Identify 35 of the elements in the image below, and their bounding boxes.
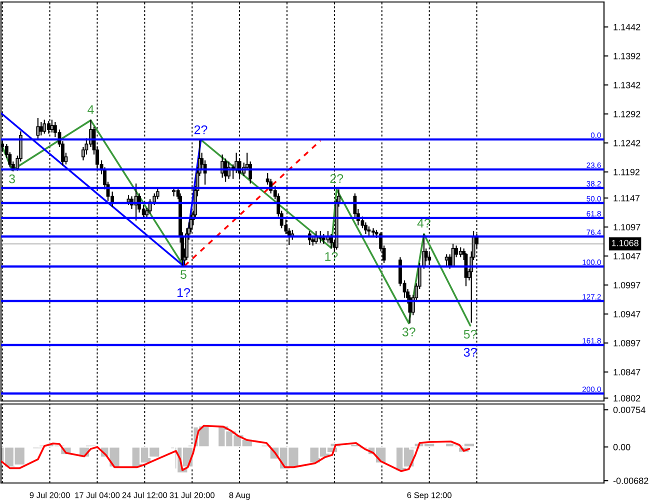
y-tick-label: 1.1292 xyxy=(614,110,640,118)
y-tick-label: 1.0802 xyxy=(614,395,640,402)
y-tick-label: 0.00754 xyxy=(613,406,646,414)
y-tick-label: 1.0997 xyxy=(614,282,640,288)
y-tick-label: 1.1192 xyxy=(614,168,640,176)
annotation: 5? xyxy=(464,330,477,339)
annotation: 4? xyxy=(417,218,430,228)
y-tick-label: 1.1147 xyxy=(614,195,640,202)
annotation: 3? xyxy=(464,348,477,357)
annotation: 5 xyxy=(180,270,186,279)
y-tick-label: 1.1242 xyxy=(614,140,640,146)
y-tick-label: 1.0847 xyxy=(614,368,640,376)
annotation: 4 xyxy=(88,105,94,114)
ref-line-label: 1.1068 xyxy=(612,240,638,246)
y-tick-label: 1.1442 xyxy=(614,24,640,30)
annotation: 1? xyxy=(177,288,190,297)
y-tick-label: 1.0947 xyxy=(614,310,640,318)
x-tick-label: 31 Jul 20:00 xyxy=(170,492,214,498)
x-tick-label: 8 Aug xyxy=(229,492,250,500)
y-tick-label: -0.00682 xyxy=(613,478,648,484)
y-tick-label: 1.1047 xyxy=(614,252,640,260)
annotation: 2? xyxy=(194,125,208,134)
y-tick-label: 1.1342 xyxy=(614,82,640,88)
y-tick-label: 1.1392 xyxy=(614,52,640,60)
annotation: 2? xyxy=(330,174,344,183)
x-tick-label: 17 Jul 04:00 xyxy=(75,492,120,498)
x-tick-label: 6 Sep 12:00 xyxy=(407,492,452,500)
y-tick-label: 1.1097 xyxy=(614,224,640,230)
annotation: 3 xyxy=(9,174,15,184)
annotation: 1? xyxy=(325,252,338,261)
y-tick-label: 0.00 xyxy=(613,444,630,450)
annotation: 3? xyxy=(402,328,416,336)
x-tick-label: 9 Jul 20:00 xyxy=(30,492,70,498)
y-tick-label: 1.0897 xyxy=(614,340,640,346)
x-tick-label: 24 Jul 12:00 xyxy=(122,492,168,498)
